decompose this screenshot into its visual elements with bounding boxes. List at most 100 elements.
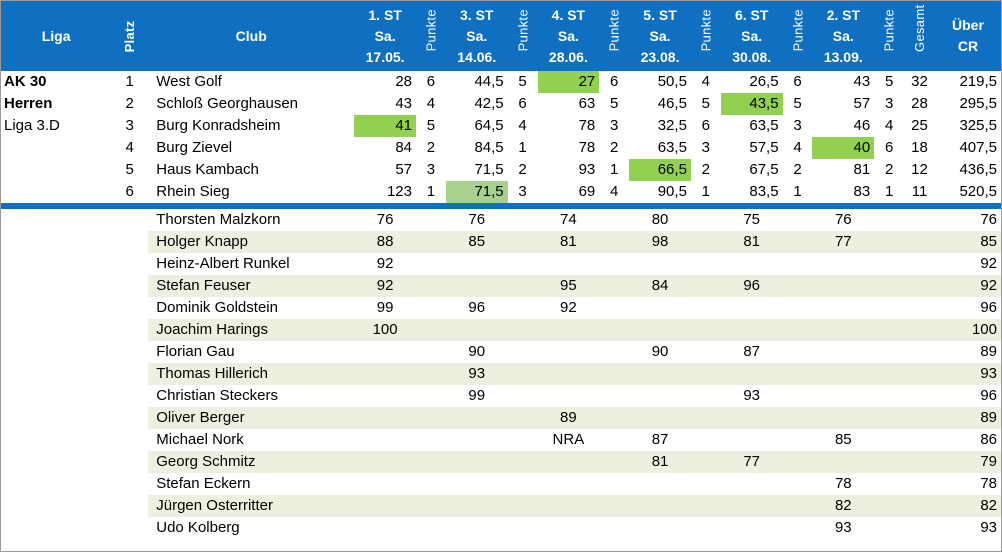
player-score: 92 [354, 275, 416, 297]
team-points: 1 [610, 161, 619, 178]
team-score: 69 [578, 183, 596, 200]
player-name: Florian Gau [156, 343, 235, 360]
team-gesamt: 28 [911, 95, 928, 112]
player-ueber-cr: 93 [934, 363, 1001, 385]
team-points: 6 [793, 73, 802, 90]
player-gap [416, 231, 446, 253]
player-gap [599, 341, 629, 363]
team-points: 2 [884, 161, 894, 178]
player-gap [904, 385, 935, 407]
player-ueber-cr: 96 [980, 299, 997, 316]
player-score [721, 473, 783, 495]
player-score: 100 [354, 319, 416, 341]
player-gap [691, 297, 721, 319]
player-score [629, 385, 691, 407]
player-gap [904, 209, 935, 231]
player-gap [599, 231, 630, 253]
player-gap [783, 341, 813, 363]
player-gap [874, 341, 904, 363]
player-row: Thorsten Malzkorn 76 76 74 80 75 76 76 [1, 209, 1001, 231]
player-gap [508, 253, 538, 275]
player-gap [874, 385, 904, 407]
player-gap [508, 517, 538, 539]
team-score: 27 [537, 71, 600, 93]
player-score [354, 517, 416, 539]
player-gap [783, 517, 813, 539]
player-gap [691, 209, 721, 231]
player-gap [507, 319, 538, 341]
player-gap [783, 429, 813, 451]
player-score [445, 451, 508, 473]
team-score: 43 [853, 73, 871, 90]
player-gap [416, 429, 446, 451]
player-row: Holger Knapp 88 85 81 98 81 77 85 [1, 231, 1001, 253]
player-empty [1, 385, 111, 407]
team-score: 78 [578, 117, 596, 134]
player-name: Christian Steckers [156, 387, 278, 404]
team-points: 3 [793, 117, 802, 134]
player-gap [416, 407, 446, 429]
header-ueber-cr: Über CR [934, 1, 1001, 71]
player-gap [416, 209, 446, 231]
team-points: 3 [701, 139, 711, 156]
player-row: Georg Schmitz 81 77 79 [1, 451, 1001, 473]
player-score [812, 253, 874, 275]
team-ueber-cr: 520,5 [959, 183, 997, 200]
team-points: 5 [793, 95, 802, 112]
team-score: 93 [578, 161, 596, 178]
player-row: Dominik Goldstein 99 96 92 96 [1, 297, 1001, 319]
player-ueber-cr: 92 [980, 255, 997, 272]
player-gap [690, 407, 721, 429]
team-score: 63,5 [749, 117, 779, 134]
team-points: 3 [518, 183, 527, 200]
player-gap [599, 517, 629, 539]
player-gap [508, 385, 538, 407]
player-gap [599, 275, 630, 297]
player-empty [1, 517, 111, 539]
team-points: 4 [793, 139, 802, 156]
player-name: Thomas Hillerich [148, 363, 355, 385]
team-points: 2 [610, 139, 619, 156]
player-empty [111, 319, 148, 341]
player-empty [1, 253, 111, 275]
header-punkte-2: Punkte [507, 1, 538, 71]
header-gesamt: Gesamt [904, 1, 935, 71]
team-row: 5 Haus Kambach 57 3 71,5 2 93 1 66,5 2 67,5 2 81 2 12 4… [1, 159, 1001, 181]
player-score [812, 363, 875, 385]
team-club: Schloß Georghausen [156, 95, 299, 112]
player-empty [111, 341, 148, 363]
header-round-3: 4. ST Sa. 28.06. [537, 1, 600, 71]
player-gap [691, 473, 721, 495]
player-empty [1, 275, 111, 297]
player-score [720, 363, 783, 385]
header-round-5: 6. ST Sa. 30.08. [720, 1, 783, 71]
team-points: 6 [884, 139, 894, 156]
player-score [629, 253, 691, 275]
team-platz: 3 [125, 117, 134, 134]
player-gap [507, 495, 538, 517]
player-score [720, 495, 783, 517]
player-gap [508, 429, 538, 451]
team-points: 1 [426, 183, 436, 200]
player-gap [904, 495, 935, 517]
team-score: 57,5 [749, 139, 779, 156]
player-empty [1, 451, 111, 473]
player-gap [599, 385, 629, 407]
team-points: 2 [426, 139, 436, 156]
player-empty [111, 253, 148, 275]
player-gap [783, 209, 813, 231]
team-points: 5 [701, 95, 711, 112]
team-score: 50,5 [657, 73, 687, 90]
player-empty [111, 363, 148, 385]
player-score [354, 385, 416, 407]
header-round-2: 3. ST Sa. 14.06. [445, 1, 508, 71]
player-gap [508, 297, 538, 319]
player-gap [691, 341, 721, 363]
team-club: Burg Konradsheim [156, 117, 281, 134]
team-points: 4 [610, 183, 619, 200]
player-gap [783, 253, 813, 275]
player-score [354, 407, 416, 429]
team-points: 6 [518, 95, 527, 112]
player-score [721, 297, 783, 319]
team-ueber-cr: 407,5 [959, 139, 997, 156]
